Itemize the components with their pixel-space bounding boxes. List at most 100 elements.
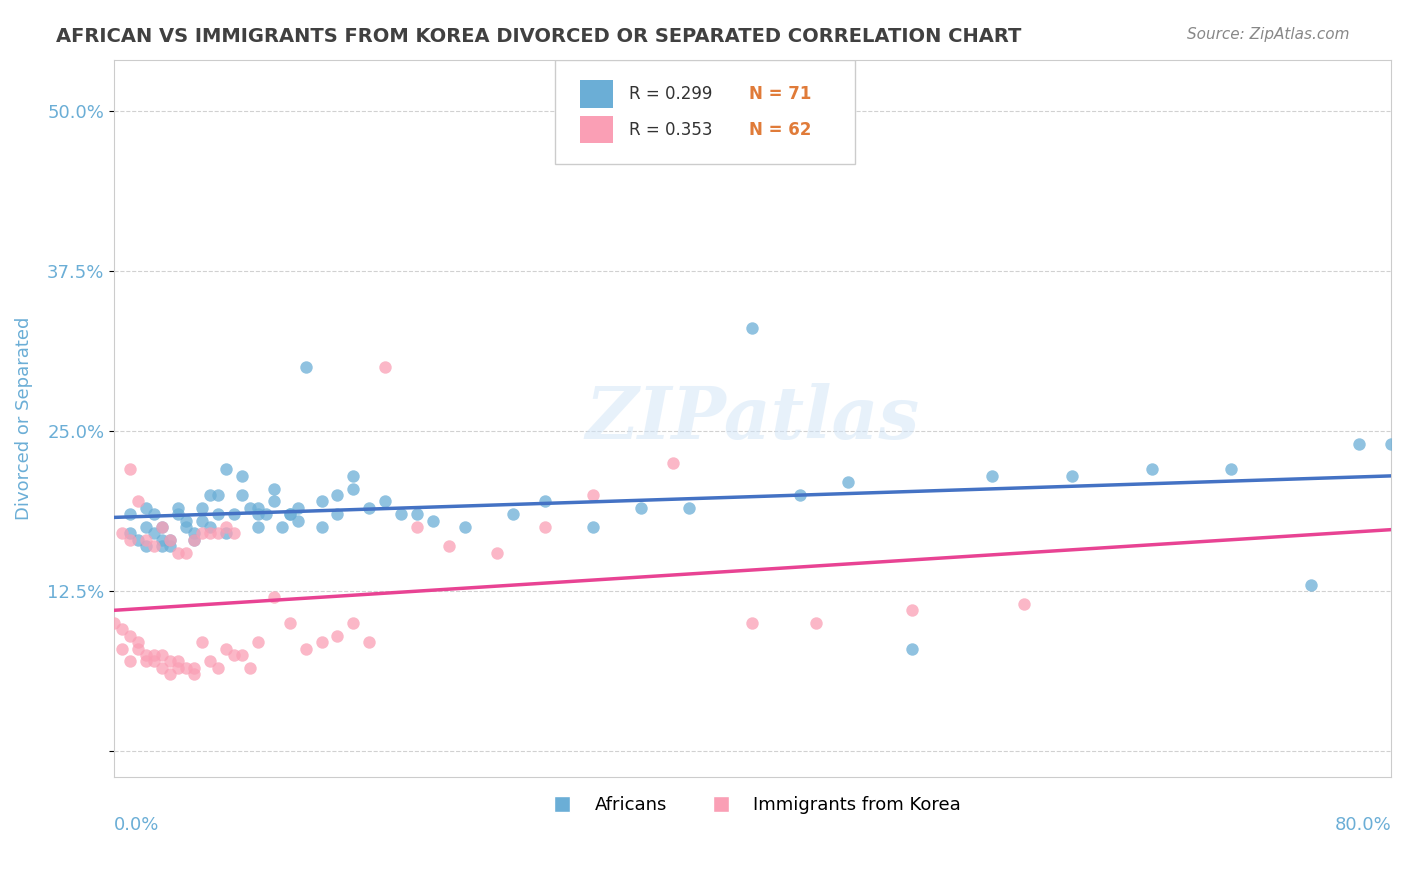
Point <box>150 539 173 553</box>
Point <box>118 507 141 521</box>
Point <box>246 635 269 649</box>
Point <box>294 359 316 374</box>
Point <box>198 654 221 668</box>
Point <box>263 494 285 508</box>
Point <box>135 500 157 515</box>
Point <box>159 533 181 547</box>
Point <box>311 494 333 508</box>
Point <box>159 667 181 681</box>
Point <box>678 500 700 515</box>
Point <box>901 603 924 617</box>
Point <box>127 635 149 649</box>
Text: N = 62: N = 62 <box>748 121 811 139</box>
Point <box>246 520 269 534</box>
FancyBboxPatch shape <box>581 116 613 144</box>
Point <box>142 539 165 553</box>
Point <box>174 545 197 559</box>
Point <box>789 488 811 502</box>
Point <box>741 321 763 335</box>
Point <box>222 507 245 521</box>
Point <box>142 654 165 668</box>
Point <box>183 667 205 681</box>
Point <box>118 629 141 643</box>
Point <box>239 661 262 675</box>
Point <box>263 591 285 605</box>
Point <box>207 507 229 521</box>
Text: R = 0.353: R = 0.353 <box>628 121 711 139</box>
Point <box>150 520 173 534</box>
Point <box>191 500 214 515</box>
Point <box>215 520 238 534</box>
Point <box>111 623 134 637</box>
Text: 0.0%: 0.0% <box>114 816 159 834</box>
Point <box>174 514 197 528</box>
Point <box>150 533 173 547</box>
Text: R = 0.299: R = 0.299 <box>628 85 711 103</box>
Point <box>135 648 157 662</box>
Point <box>326 629 349 643</box>
Point <box>118 462 141 476</box>
Y-axis label: Divorced or Separated: Divorced or Separated <box>15 317 32 520</box>
Point <box>183 533 205 547</box>
Point <box>118 654 141 668</box>
Point <box>246 507 269 521</box>
Point <box>166 500 188 515</box>
Point <box>183 661 205 675</box>
Point <box>254 507 277 521</box>
Point <box>191 526 214 541</box>
Point <box>159 533 181 547</box>
Point <box>198 488 221 502</box>
Point <box>311 520 333 534</box>
Point <box>981 468 1004 483</box>
Point <box>311 635 333 649</box>
Point <box>215 526 238 541</box>
Point <box>207 661 229 675</box>
Point <box>1348 436 1371 450</box>
Text: N = 71: N = 71 <box>748 85 811 103</box>
Point <box>502 507 524 521</box>
Point <box>342 615 364 630</box>
Point <box>1012 597 1035 611</box>
Point <box>287 514 309 528</box>
Point <box>1379 436 1402 450</box>
Point <box>215 641 238 656</box>
Text: Source: ZipAtlas.com: Source: ZipAtlas.com <box>1187 27 1350 42</box>
Point <box>127 641 149 656</box>
Point <box>661 456 683 470</box>
Legend: Africans, Immigrants from Korea: Africans, Immigrants from Korea <box>537 789 969 822</box>
Point <box>806 615 828 630</box>
Point <box>437 539 460 553</box>
Point <box>901 641 924 656</box>
Point <box>1301 577 1323 591</box>
Point <box>837 475 859 490</box>
FancyBboxPatch shape <box>581 80 613 108</box>
Point <box>191 514 214 528</box>
Point <box>150 648 173 662</box>
Point <box>294 641 316 656</box>
Point <box>222 648 245 662</box>
Point <box>166 545 188 559</box>
Point <box>142 648 165 662</box>
Point <box>166 654 188 668</box>
Point <box>582 520 605 534</box>
Point <box>326 488 349 502</box>
Point <box>215 462 238 476</box>
Point <box>198 520 221 534</box>
Point <box>183 533 205 547</box>
Point <box>359 500 381 515</box>
Point <box>159 654 181 668</box>
Point <box>263 482 285 496</box>
Point <box>174 661 197 675</box>
Point <box>166 507 188 521</box>
Point <box>159 539 181 553</box>
Point <box>183 526 205 541</box>
Point <box>582 488 605 502</box>
Text: AFRICAN VS IMMIGRANTS FROM KOREA DIVORCED OR SEPARATED CORRELATION CHART: AFRICAN VS IMMIGRANTS FROM KOREA DIVORCE… <box>56 27 1022 45</box>
Point <box>135 520 157 534</box>
Point <box>150 520 173 534</box>
Point <box>342 482 364 496</box>
Point <box>135 654 157 668</box>
Point <box>359 635 381 649</box>
Point <box>1220 462 1243 476</box>
Point <box>454 520 477 534</box>
